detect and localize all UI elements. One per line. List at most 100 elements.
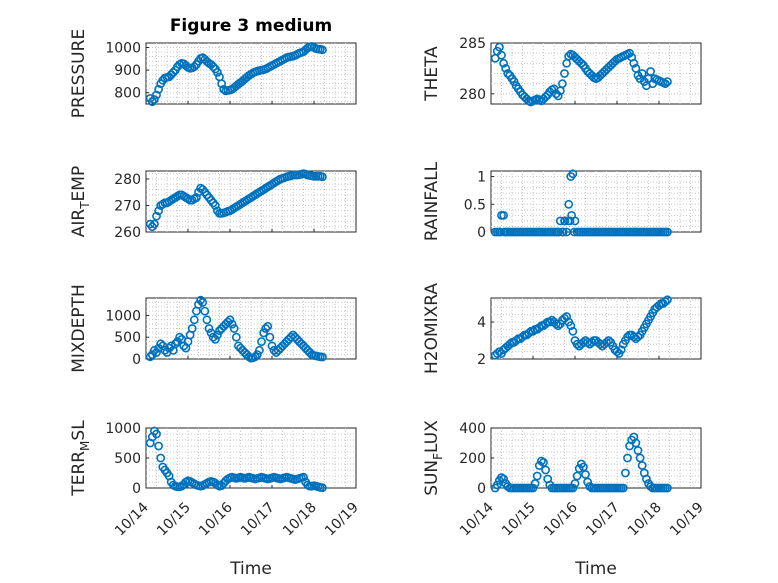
data-point — [499, 58, 508, 68]
data-point — [499, 227, 509, 237]
figure-title: Figure 3 medium — [170, 16, 332, 36]
data-point — [616, 345, 626, 355]
data-point — [173, 337, 182, 346]
y-tick-label: 0 — [132, 481, 141, 497]
data-point — [168, 68, 178, 77]
data-point — [629, 58, 639, 68]
y-tick-label: 900 — [114, 63, 141, 79]
data-point — [267, 341, 277, 351]
data-point — [532, 471, 542, 481]
data-point — [528, 326, 538, 336]
x-tick-label: 10/15 — [499, 500, 539, 540]
data-point — [196, 295, 205, 305]
x-tick-label: 10/16 — [196, 499, 236, 539]
data-point — [663, 227, 672, 237]
y-tick-label: 1 — [477, 170, 486, 186]
data-point — [503, 69, 513, 78]
data-point — [154, 441, 163, 451]
data-point — [164, 343, 174, 353]
data-point — [210, 201, 220, 210]
x-tick-label: 10/16 — [541, 499, 581, 539]
y-tick-label: 500 — [114, 330, 141, 346]
data-point — [204, 324, 214, 333]
data-point — [612, 347, 622, 356]
data-point — [505, 339, 515, 349]
data-point — [631, 438, 641, 448]
x-tick-label: 10/14 — [457, 499, 497, 539]
x-tick-label: 10/17 — [238, 500, 278, 540]
data-point — [534, 323, 544, 332]
data-point — [642, 474, 651, 484]
data-point — [539, 458, 548, 467]
data-point — [152, 429, 161, 439]
x-tick-label: 10/19 — [667, 500, 707, 540]
data-point — [565, 216, 575, 226]
y-axis-label: RAINFALL — [422, 161, 442, 241]
data-point — [208, 62, 218, 72]
data-point — [149, 345, 159, 355]
y-axis-label: MIXDEPTH — [69, 284, 89, 373]
data-point — [149, 219, 159, 229]
y-axis-label: AIRTEMP — [69, 166, 92, 237]
data-point — [541, 92, 550, 102]
data-point — [618, 483, 628, 493]
data-point — [553, 227, 563, 237]
data-point — [229, 324, 239, 333]
data-point — [208, 332, 218, 342]
data-point — [231, 332, 241, 342]
data-point — [225, 315, 235, 325]
data-point — [541, 319, 550, 329]
y-tick-label: 260 — [114, 225, 141, 241]
y-axis-label: TERRMSL — [69, 420, 92, 497]
data-point — [637, 461, 647, 470]
data-point — [623, 332, 632, 342]
data-point — [663, 77, 672, 86]
data-point — [202, 315, 212, 325]
data-point — [494, 42, 504, 52]
x-axis-label-left: Time — [229, 559, 272, 579]
data-point — [511, 336, 521, 345]
data-point — [187, 324, 197, 333]
data-point — [637, 69, 647, 78]
x-tick-label: 10/18 — [280, 500, 320, 540]
data-point — [635, 453, 645, 463]
data-point — [170, 339, 180, 349]
data-point — [663, 295, 672, 305]
data-point — [194, 300, 203, 309]
data-point — [558, 227, 568, 237]
data-point — [576, 58, 586, 68]
data-point — [317, 483, 327, 493]
data-point — [149, 95, 159, 104]
data-point — [560, 69, 569, 78]
data-point — [154, 84, 163, 94]
data-point — [633, 332, 643, 342]
y-tick-label: 1000 — [105, 308, 141, 324]
y-tick-label: 2 — [477, 352, 486, 368]
data-point — [621, 468, 630, 478]
data-point — [257, 337, 266, 346]
data-point — [587, 337, 597, 347]
x-tick-label: 10/19 — [322, 500, 362, 540]
data-point — [492, 349, 502, 358]
y-axis-label: SUNFLUX — [422, 420, 445, 496]
data-point — [524, 328, 534, 338]
data-point — [562, 312, 571, 321]
data-point — [501, 64, 511, 73]
data-point — [200, 306, 210, 316]
data-point — [495, 227, 505, 237]
data-point — [569, 227, 579, 237]
data-point — [152, 348, 161, 357]
y-tick-label: 800 — [114, 86, 141, 102]
y-axis-label: PRESSURE — [69, 29, 89, 118]
y-axis-label: H2OMIXRA — [422, 283, 442, 374]
data-point — [156, 453, 166, 463]
y-tick-label: 0.5 — [464, 197, 486, 213]
data-point — [581, 470, 590, 479]
data-point — [551, 319, 561, 329]
data-point — [494, 347, 504, 356]
data-point — [492, 480, 502, 490]
y-tick-label: 285 — [459, 36, 486, 52]
y-tick-label: 500 — [114, 451, 141, 467]
data-point — [654, 300, 664, 310]
data-point — [633, 446, 643, 455]
